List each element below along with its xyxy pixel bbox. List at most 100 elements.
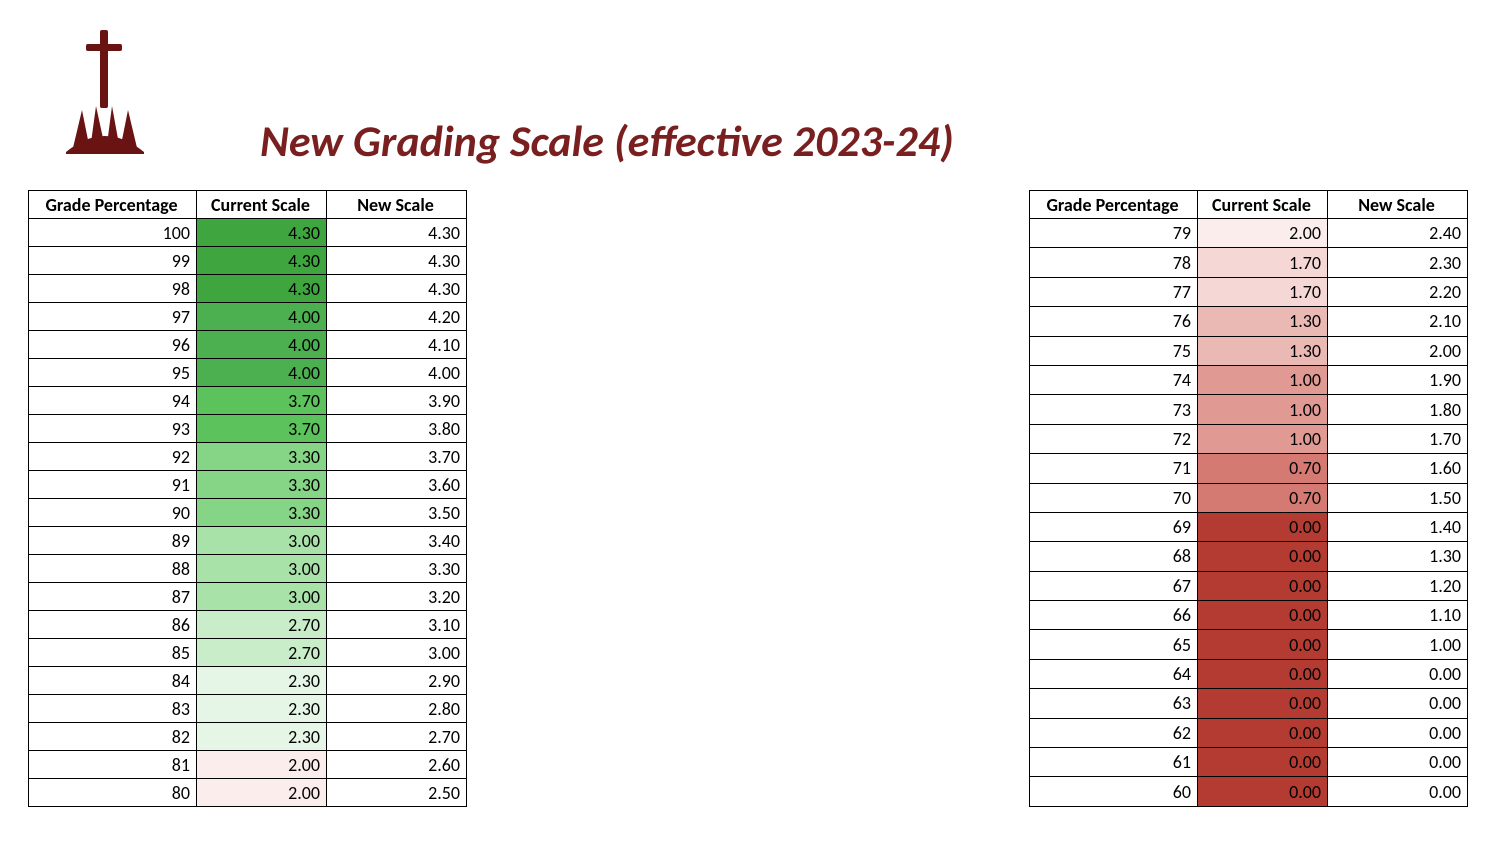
cell-grade-percentage: 77 — [1030, 277, 1198, 306]
cell-grade-percentage: 90 — [29, 499, 197, 527]
cell-new-scale: 1.70 — [1328, 424, 1468, 453]
table-row: 984.304.30 — [29, 275, 467, 303]
cell-grade-percentage: 72 — [1030, 424, 1198, 453]
cell-current-scale: 1.00 — [1198, 424, 1328, 453]
cell-grade-percentage: 94 — [29, 387, 197, 415]
cell-grade-percentage: 70 — [1030, 483, 1198, 512]
table-row: 913.303.60 — [29, 471, 467, 499]
cell-current-scale: 3.30 — [197, 443, 327, 471]
logo-icon — [60, 24, 150, 154]
cell-grade-percentage: 95 — [29, 359, 197, 387]
cell-current-scale: 0.00 — [1198, 512, 1328, 541]
table-row: 832.302.80 — [29, 695, 467, 723]
cell-new-scale: 4.00 — [327, 359, 467, 387]
cell-grade-percentage: 81 — [29, 751, 197, 779]
cell-current-scale: 3.70 — [197, 387, 327, 415]
cell-new-scale: 2.90 — [327, 667, 467, 695]
table-row: 954.004.00 — [29, 359, 467, 387]
cell-current-scale: 0.00 — [1198, 689, 1328, 718]
cell-new-scale: 3.60 — [327, 471, 467, 499]
cell-current-scale: 0.00 — [1198, 542, 1328, 571]
table-row: 660.001.10 — [1030, 601, 1468, 630]
cell-current-scale: 0.00 — [1198, 777, 1328, 807]
col-header-new-scale: New Scale — [1328, 191, 1468, 219]
cell-grade-percentage: 89 — [29, 527, 197, 555]
cell-grade-percentage: 75 — [1030, 336, 1198, 365]
cell-current-scale: 3.30 — [197, 471, 327, 499]
cell-new-scale: 1.50 — [1328, 483, 1468, 512]
cell-new-scale: 0.00 — [1328, 718, 1468, 747]
col-header-current-scale: Current Scale — [1198, 191, 1328, 219]
table-row: 761.302.10 — [1030, 307, 1468, 336]
cell-grade-percentage: 60 — [1030, 777, 1198, 807]
table-row: 792.002.40 — [1030, 219, 1468, 248]
cell-grade-percentage: 66 — [1030, 601, 1198, 630]
table-row: 994.304.30 — [29, 247, 467, 275]
cell-grade-percentage: 65 — [1030, 630, 1198, 659]
cell-grade-percentage: 64 — [1030, 659, 1198, 688]
cell-grade-percentage: 68 — [1030, 542, 1198, 571]
cell-new-scale: 2.00 — [1328, 336, 1468, 365]
table-row: 781.702.30 — [1030, 248, 1468, 277]
cell-new-scale: 0.00 — [1328, 748, 1468, 777]
cell-current-scale: 0.00 — [1198, 601, 1328, 630]
cell-new-scale: 4.10 — [327, 331, 467, 359]
cell-current-scale: 4.30 — [197, 247, 327, 275]
cell-new-scale: 0.00 — [1328, 659, 1468, 688]
table-row: 630.000.00 — [1030, 689, 1468, 718]
cell-new-scale: 1.60 — [1328, 454, 1468, 483]
cell-new-scale: 3.80 — [327, 415, 467, 443]
table-row: 690.001.40 — [1030, 512, 1468, 541]
cell-grade-percentage: 91 — [29, 471, 197, 499]
col-header-grade-percentage: Grade Percentage — [1030, 191, 1198, 219]
table-row: 964.004.10 — [29, 331, 467, 359]
cell-grade-percentage: 69 — [1030, 512, 1198, 541]
col-header-new-scale: New Scale — [327, 191, 467, 219]
cell-grade-percentage: 74 — [1030, 365, 1198, 394]
cell-grade-percentage: 85 — [29, 639, 197, 667]
cell-grade-percentage: 80 — [29, 779, 197, 807]
cell-new-scale: 3.90 — [327, 387, 467, 415]
cell-new-scale: 3.40 — [327, 527, 467, 555]
table-row: 842.302.90 — [29, 667, 467, 695]
cell-grade-percentage: 97 — [29, 303, 197, 331]
table-row: 974.004.20 — [29, 303, 467, 331]
table-row: 680.001.30 — [1030, 542, 1468, 571]
cell-current-scale: 1.30 — [1198, 307, 1328, 336]
cell-grade-percentage: 88 — [29, 555, 197, 583]
cell-current-scale: 0.00 — [1198, 748, 1328, 777]
table-row: 943.703.90 — [29, 387, 467, 415]
cell-grade-percentage: 61 — [1030, 748, 1198, 777]
cell-new-scale: 1.40 — [1328, 512, 1468, 541]
table-row: 700.701.50 — [1030, 483, 1468, 512]
table-row: 610.000.00 — [1030, 748, 1468, 777]
table-row: 710.701.60 — [1030, 454, 1468, 483]
cell-grade-percentage: 63 — [1030, 689, 1198, 718]
cell-new-scale: 4.30 — [327, 247, 467, 275]
cell-current-scale: 1.30 — [1198, 336, 1328, 365]
cell-current-scale: 1.70 — [1198, 248, 1328, 277]
cell-current-scale: 2.00 — [1198, 219, 1328, 248]
table-row: 893.003.40 — [29, 527, 467, 555]
cell-current-scale: 2.30 — [197, 723, 327, 751]
grading-table-left: Grade Percentage Current Scale New Scale… — [28, 190, 467, 807]
cell-current-scale: 4.30 — [197, 275, 327, 303]
cell-current-scale: 3.30 — [197, 499, 327, 527]
cell-new-scale: 3.50 — [327, 499, 467, 527]
cell-current-scale: 2.70 — [197, 611, 327, 639]
cell-new-scale: 2.30 — [1328, 248, 1468, 277]
table-row: 600.000.00 — [1030, 777, 1468, 807]
col-header-current-scale: Current Scale — [197, 191, 327, 219]
cell-new-scale: 2.60 — [327, 751, 467, 779]
table-row: 731.001.80 — [1030, 395, 1468, 424]
cell-new-scale: 1.10 — [1328, 601, 1468, 630]
cell-current-scale: 0.00 — [1198, 630, 1328, 659]
cell-current-scale: 4.30 — [197, 219, 327, 247]
cell-current-scale: 3.00 — [197, 527, 327, 555]
cell-current-scale: 1.00 — [1198, 365, 1328, 394]
table-row: 903.303.50 — [29, 499, 467, 527]
cell-current-scale: 2.30 — [197, 695, 327, 723]
cell-new-scale: 1.20 — [1328, 571, 1468, 600]
cell-new-scale: 4.30 — [327, 219, 467, 247]
cell-new-scale: 1.90 — [1328, 365, 1468, 394]
